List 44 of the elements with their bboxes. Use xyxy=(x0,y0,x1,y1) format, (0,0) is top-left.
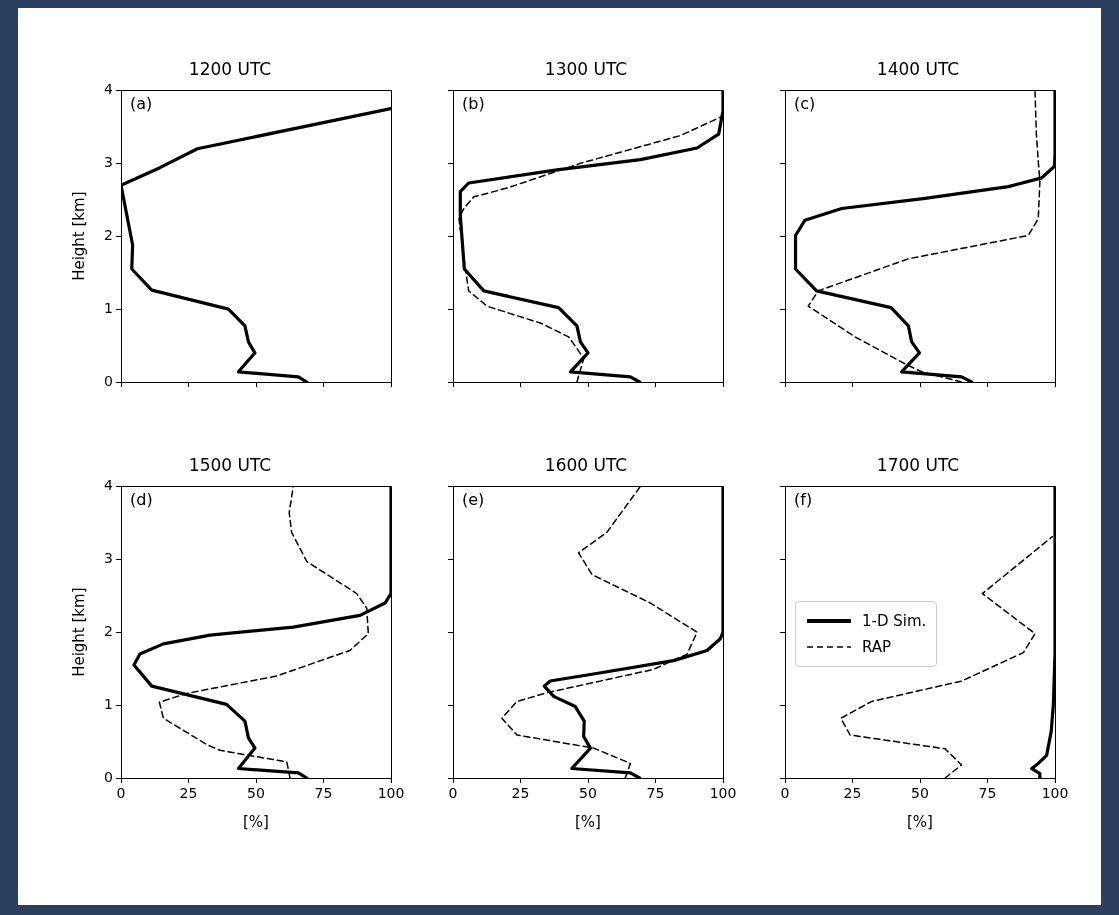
chart-title: 1200 UTC xyxy=(188,58,272,79)
x-axis-title: [%] xyxy=(907,812,933,831)
annotation: (f) xyxy=(794,489,813,509)
x-tick-label: 100 xyxy=(1041,785,1069,802)
x-tick-label: 50 xyxy=(911,785,929,802)
y-tick-label: 1 xyxy=(104,299,113,316)
x-tick-label: 100 xyxy=(377,785,405,802)
chart-title: 1500 UTC xyxy=(188,454,272,475)
chart-title: 1400 UTC xyxy=(876,58,960,79)
y-axis-title: Height [km] xyxy=(69,191,88,281)
y-tick-label: 2 xyxy=(104,226,113,243)
y-tick-label: 3 xyxy=(104,549,113,566)
x-tick-label: 75 xyxy=(646,785,665,802)
legend-label: RAP xyxy=(862,636,892,658)
x-tick-label: 0 xyxy=(780,785,790,802)
y-tick-label: 3 xyxy=(104,153,113,170)
x-tick-label: 0 xyxy=(116,785,126,802)
x-axis-title: [%] xyxy=(243,812,269,831)
chart-title: 1300 UTC xyxy=(544,58,628,79)
x-tick-label: 75 xyxy=(978,785,997,802)
y-tick-label: 0 xyxy=(104,768,113,785)
x-tick-label: 50 xyxy=(247,785,265,802)
y-tick-label: 4 xyxy=(104,81,114,98)
y-tick-label: 0 xyxy=(104,372,113,389)
x-axis-title: [%] xyxy=(575,812,601,831)
x-tick-label: 75 xyxy=(314,785,333,802)
legend-label: 1-D Sim. xyxy=(862,610,927,632)
annotation: (a) xyxy=(130,93,153,113)
y-axis-title: Height [km] xyxy=(69,587,88,677)
annotation: (c) xyxy=(794,93,816,113)
x-tick-label: 50 xyxy=(579,785,597,802)
y-tick-label: 2 xyxy=(104,622,113,639)
y-tick-label: 4 xyxy=(104,477,114,494)
x-tick-label: 25 xyxy=(511,785,530,802)
x-tick-label: 25 xyxy=(179,785,198,802)
chart-title: 1700 UTC xyxy=(876,454,960,475)
y-tick-label: 1 xyxy=(104,695,113,712)
annotation: (e) xyxy=(462,489,485,509)
x-tick-label: 0 xyxy=(448,785,458,802)
annotation: (d) xyxy=(130,489,153,509)
x-tick-label: 100 xyxy=(709,785,737,802)
annotation: (b) xyxy=(462,93,485,113)
chart-title: 1600 UTC xyxy=(544,454,628,475)
x-tick-label: 25 xyxy=(843,785,862,802)
